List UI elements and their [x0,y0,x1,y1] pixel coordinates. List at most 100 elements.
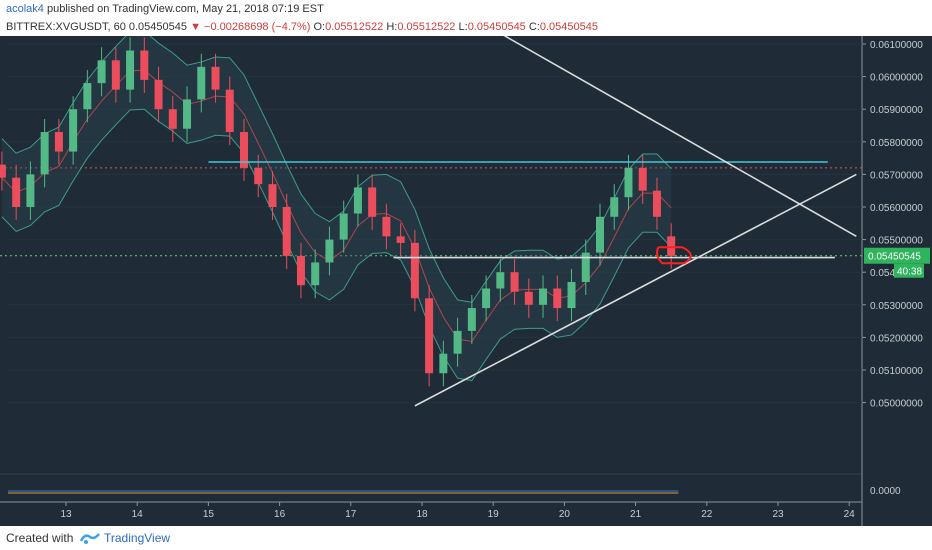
close-label: C: [528,21,540,33]
candle [126,50,135,90]
candle [624,167,633,198]
y-tick-label: 0.05300000 [870,301,923,312]
candle [282,207,291,256]
candle [339,213,348,240]
candle [353,187,362,214]
price-label-box [864,247,930,264]
footer: Created with TradingView [0,526,932,550]
y-tick-label: 0.05500000 [870,236,923,247]
close-value: 0.05450545 [539,21,598,33]
x-tick-label: 17 [345,509,357,520]
chart-area[interactable]: 0.06100000 0.06000000 0.05900000 0.05800000… [0,36,932,526]
y-tick-label: 0.06000000 [870,73,923,84]
candle [225,89,234,133]
author-link[interactable]: acolak4 [6,3,44,15]
x-tick-label: 24 [844,509,856,520]
x-tick-label: 18 [416,509,428,520]
x-tick-label: 15 [203,509,215,520]
x-tick-label: 14 [132,509,144,520]
candle [69,109,78,152]
x-tick-label: 13 [60,509,72,520]
y-tick-label: 0.05000000 [870,399,923,410]
y-tick-label: 0.05900000 [870,105,923,116]
candle [140,50,149,80]
low-value: 0.05450545 [467,21,526,33]
candle [12,177,21,207]
chart-background [0,36,932,526]
candle [581,252,590,282]
candle [410,242,419,299]
x-tick-label: 22 [701,509,713,520]
created-with-label: Created with [6,531,74,545]
candle [596,216,604,253]
price-label: 0.05450545 [868,252,921,263]
candle [211,66,220,90]
candle [638,167,647,191]
candle [382,216,391,237]
candle [240,132,248,168]
candle [553,288,562,309]
candle [610,197,619,217]
candle [197,66,206,100]
tradingview-logo-icon [80,533,100,544]
candle [54,132,63,152]
candle [254,167,263,185]
candle [154,79,163,110]
symbol-label: BITTREX:XVGUSDT, 60 [6,21,126,33]
y-tick-label: 0.05600000 [870,203,923,214]
y-tick-label: 0.05100000 [870,366,923,377]
candle [652,190,661,217]
last-price: 0.05450545 [128,21,187,33]
y-tick-label: 0.05800000 [870,138,923,149]
candle [40,132,49,175]
upper-trendline [503,36,857,238]
candle [111,60,120,90]
candle [83,83,92,110]
x-tick-label: 20 [559,509,571,520]
candle [97,60,106,84]
band-upper [1,36,672,303]
price-chart[interactable]: 0.06100000 0.06000000 0.05900000 0.05800000… [0,36,932,526]
candle [268,184,277,207]
low-label: L: [458,21,468,33]
candle [183,99,192,129]
publish-info: published on TradingView.com, May 21, 20… [46,3,324,15]
tradingview-link[interactable]: TradingView [104,531,171,545]
y-tick-label: 0.05700000 [870,170,923,181]
candle [496,272,505,289]
price-change: −0.00268698 (−4.7%) [204,21,311,33]
open-label: O: [313,21,326,33]
candle [368,187,377,217]
band-lower [1,108,672,382]
y-tick-label: 0.06100000 [870,40,923,51]
x-tick-label: 19 [488,509,500,520]
countdown-box [894,263,924,278]
candle [26,174,35,207]
candle [311,262,320,286]
y-tick-label: 0.05200000 [870,333,923,344]
down-arrow-icon: ▼ [190,21,201,33]
candle [0,164,6,178]
candle [168,109,177,129]
indicator-tick-label: 0.0000 [870,486,901,497]
high-label: H: [386,21,398,33]
candle [453,330,462,354]
publish-header: acolak4 published on TradingView.com, Ma… [0,0,932,18]
candle [667,236,676,256]
open-value: 0.05512522 [325,21,384,33]
candle [510,272,519,292]
candle [296,255,305,286]
candle [439,353,448,374]
candle [425,298,434,374]
candle [467,308,476,331]
x-tick-label: 16 [274,509,286,520]
high-value: 0.05512522 [397,21,456,33]
lower-trendline [414,173,857,407]
symbol-header: BITTREX:XVGUSDT, 60 0.05450545 ▼ −0.0026… [0,18,932,36]
candle [325,239,334,263]
x-tick-label: 21 [630,509,642,520]
candle [482,288,491,309]
x-tick-label: 23 [772,509,784,520]
candle [567,281,576,309]
